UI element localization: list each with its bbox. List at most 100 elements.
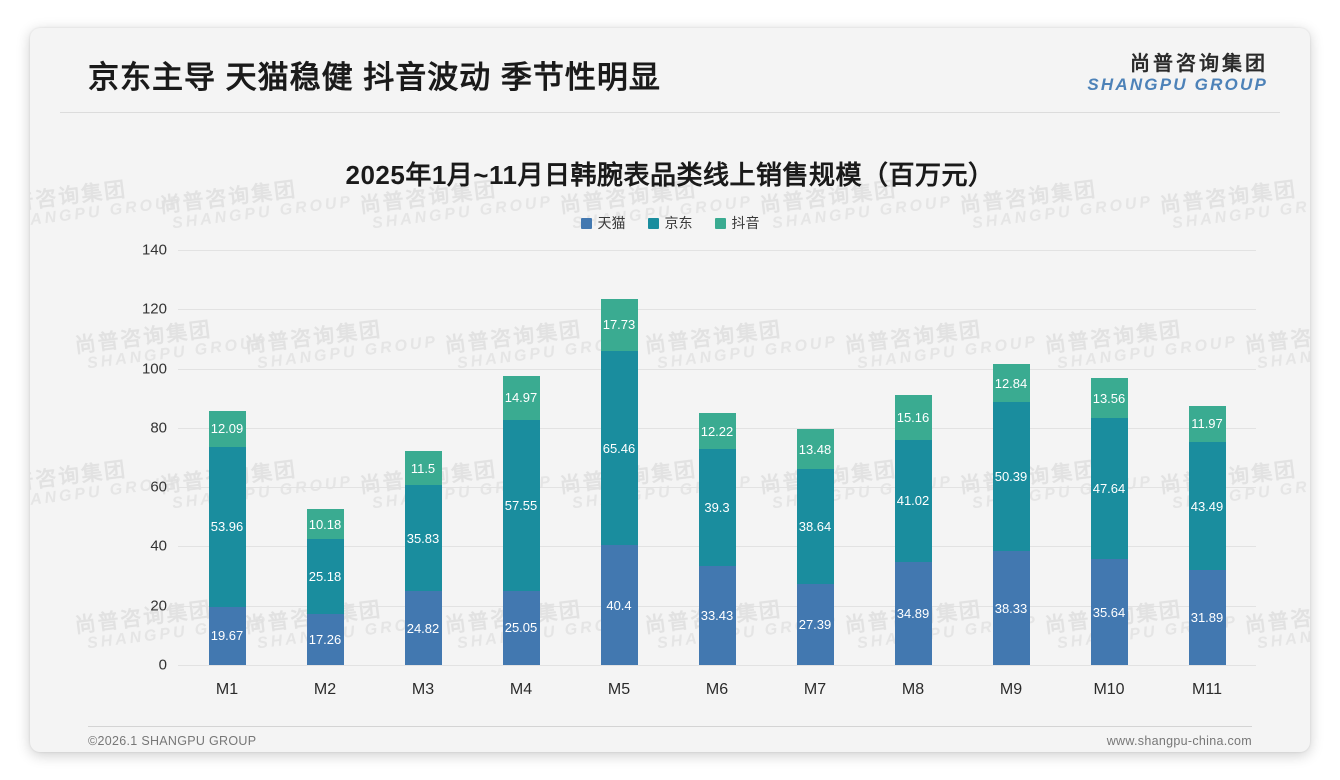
x-axis-tick-label: M1: [215, 681, 239, 698]
bar-segment[interactable]: 34.89: [894, 561, 932, 665]
bar-value-label: 12.84: [994, 375, 1028, 391]
header-divider: [60, 112, 1280, 113]
legend-label: 天猫: [597, 215, 626, 231]
bar-value-label: 35.64: [1092, 604, 1126, 620]
bar-value-label: 24.82: [406, 620, 440, 636]
page-title: 京东主导 天猫稳健 抖音波动 季节性明显: [88, 60, 661, 95]
gridline: [178, 250, 1256, 251]
bar-segment[interactable]: 38.33: [992, 551, 1030, 665]
bar-value-label: 38.64: [798, 519, 832, 535]
y-axis-tick-label: 80: [150, 419, 167, 437]
bar-value-label: 17.26: [308, 631, 342, 647]
bar-segment[interactable]: 33.43: [698, 565, 736, 665]
bar-value-label: 65.46: [602, 440, 636, 456]
bar-group[interactable]: 17.73 65.46 40.4 M5: [600, 250, 638, 698]
bar-segment[interactable]: 13.48: [796, 429, 834, 470]
bar-group[interactable]: 12.22 39.3 33.43 M6: [698, 250, 736, 698]
footer-website: www.shangpu-china.com: [1106, 734, 1252, 748]
bar-segment[interactable]: 39.3: [698, 449, 736, 566]
bar-segment[interactable]: 12.09: [208, 410, 246, 447]
bar-segment[interactable]: 25.05: [502, 590, 540, 665]
bar-group[interactable]: 11.5 35.83 24.82 M3: [404, 250, 442, 698]
bar-segment[interactable]: 50.39: [992, 402, 1030, 552]
x-axis-tick-label: M2: [313, 681, 337, 698]
bar-segment[interactable]: 17.73: [600, 298, 638, 352]
bar-group[interactable]: 14.97 57.55 25.05 M4: [502, 250, 540, 698]
bar-group[interactable]: 11.97 43.49 31.89 M11: [1188, 250, 1226, 698]
chart-title: 2025年1月~11月日韩腕表品类线上销售规模（百万元）: [345, 160, 995, 190]
bar-value-label: 11.97: [1191, 416, 1223, 432]
bar-segment[interactable]: 15.16: [894, 395, 932, 440]
gridline: [178, 368, 1256, 370]
bar-group[interactable]: 15.16 41.02 34.89 M8: [894, 250, 932, 698]
bar-segment[interactable]: 10.18: [306, 509, 344, 540]
bar-group[interactable]: 12.09 53.96 19.67 M1: [208, 250, 246, 698]
x-axis-tick-label: M11: [1192, 681, 1222, 698]
bar-segment[interactable]: 24.82: [404, 591, 442, 665]
y-axis-tick-label: 40: [150, 537, 167, 555]
slide-footer: ©2026.1 SHANGPU GROUP www.shangpu-china.…: [88, 734, 1252, 748]
bar-segment[interactable]: 11.97: [1188, 406, 1226, 442]
bar-segment[interactable]: 13.56: [1090, 377, 1128, 419]
bar-segment[interactable]: 53.96: [208, 446, 246, 607]
bar-segment[interactable]: 25.18: [306, 539, 344, 614]
bar-value-label: 41.02: [896, 493, 930, 509]
bar-value-label: 19.67: [210, 628, 244, 644]
bar-value-label: 40.4: [606, 597, 632, 613]
legend-item-京东[interactable]: 京东: [647, 213, 693, 233]
chart-legend: 天猫 京东 抖音: [30, 213, 1310, 233]
bar-group[interactable]: 10.18 25.18 17.26 M2: [306, 250, 344, 698]
bar-segment[interactable]: 40.4: [600, 545, 638, 665]
bar-segment[interactable]: 41.02: [894, 439, 932, 562]
bar-segment[interactable]: 38.64: [796, 469, 834, 584]
bar-value-label: 34.89: [896, 605, 930, 621]
bar-group[interactable]: 13.56 47.64 35.64 M10: [1090, 250, 1128, 698]
bar-segment[interactable]: 35.83: [404, 485, 442, 592]
x-axis-tick-label: M4: [509, 681, 533, 698]
y-axis-tick-label: 120: [141, 300, 167, 318]
bar-value-label: 57.55: [504, 497, 538, 513]
chart-plot-area: 0 20 40 60 80 100 120 140 12.09 53.96 19.67 M1 10.1…: [142, 242, 1256, 698]
legend-item-抖音[interactable]: 抖音: [714, 213, 760, 233]
bar-segment[interactable]: 12.22: [698, 413, 736, 450]
bar-segment[interactable]: 43.49: [1188, 441, 1226, 571]
gridline: [178, 665, 1256, 666]
bar-value-label: 43.49: [1190, 498, 1224, 514]
bar-segment[interactable]: 57.55: [502, 420, 540, 591]
bar-value-label: 10.18: [308, 516, 342, 532]
brand-logo-cn: 尚普咨询集团: [1130, 53, 1268, 75]
bar-segment[interactable]: 27.39: [796, 583, 834, 665]
slide-header: 京东主导 天猫稳健 抖音波动 季节性明显 尚普咨询集团 SHANGPU GROU…: [30, 28, 1310, 112]
bar-segment[interactable]: 19.67: [208, 606, 246, 665]
bar-group[interactable]: 12.84 50.39 38.33 M9: [992, 250, 1030, 698]
bar-value-label: 27.39: [798, 616, 832, 632]
bar-value-label: 17.73: [602, 317, 636, 333]
bar-value-label: 38.33: [994, 600, 1028, 616]
bar-segment[interactable]: 35.64: [1090, 559, 1128, 665]
bar-segment[interactable]: 31.89: [1188, 570, 1226, 665]
bar-series-container: 12.09 53.96 19.67 M1 10.18 25.18 17.26 M2 11.5 35…: [178, 250, 1256, 698]
legend-label: 抖音: [731, 215, 760, 231]
bar-value-label: 47.64: [1092, 481, 1126, 497]
bar-value-label: 33.43: [700, 607, 734, 623]
bar-value-label: 13.48: [798, 441, 832, 457]
bar-value-label: 39.3: [704, 500, 730, 516]
bar-group[interactable]: 13.48 38.64 27.39 M7: [796, 250, 834, 698]
footer-copyright: ©2026.1 SHANGPU GROUP: [88, 734, 257, 748]
legend-label: 京东: [664, 215, 693, 231]
legend-swatch-icon: [580, 217, 592, 229]
y-axis-tick-label: 60: [150, 478, 167, 496]
bar-value-label: 14.97: [504, 390, 538, 406]
bar-segment[interactable]: 47.64: [1090, 418, 1128, 560]
legend-item-天猫[interactable]: 天猫: [580, 213, 626, 233]
x-axis-tick-label: M6: [705, 681, 729, 698]
bar-segment[interactable]: 14.97: [502, 375, 540, 421]
bar-segment[interactable]: 17.26: [306, 613, 344, 665]
bar-segment[interactable]: 11.5: [404, 451, 442, 486]
brand-logo-en: SHANGPU GROUP: [1087, 75, 1268, 94]
bar-segment[interactable]: 65.46: [600, 351, 638, 546]
legend-swatch-icon: [647, 217, 659, 229]
x-axis-tick-label: M8: [901, 681, 925, 698]
bar-segment[interactable]: 12.84: [992, 363, 1030, 403]
bar-value-label: 11.5: [410, 460, 436, 476]
